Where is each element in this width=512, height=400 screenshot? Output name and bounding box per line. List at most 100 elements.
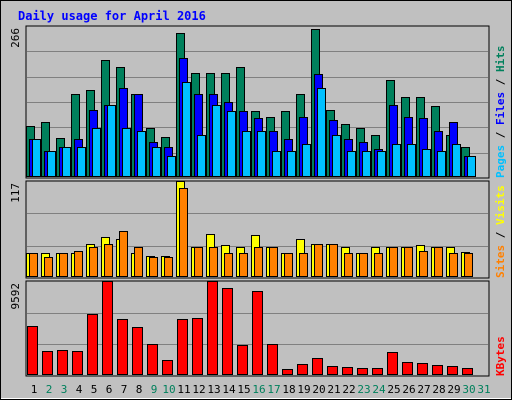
bar-pages — [152, 147, 161, 177]
bar-sites — [269, 247, 278, 277]
x-tick-label: 14 — [222, 383, 236, 396]
x-tick-label: 15 — [237, 383, 250, 396]
bar-sites — [134, 247, 143, 277]
bar-sites — [404, 247, 413, 277]
bar-sites — [464, 253, 473, 277]
bar-pages — [47, 151, 56, 177]
bar-sites — [374, 253, 383, 277]
y-max-label: 117 — [9, 183, 22, 203]
x-tick-label: 9 — [151, 383, 158, 396]
bar-pages — [92, 128, 101, 177]
bar-kbytes — [177, 319, 188, 375]
bar-sites — [299, 253, 308, 277]
x-tick-label: 22 — [342, 383, 355, 396]
x-tick-label: 30 — [462, 383, 475, 396]
bar-pages — [242, 131, 251, 177]
bar-pages — [317, 88, 326, 177]
bar-sites — [89, 247, 98, 277]
x-tick-label: 19 — [297, 383, 310, 396]
bar-sites — [164, 257, 173, 277]
bar-kbytes — [267, 344, 278, 375]
bar-pages — [392, 144, 401, 177]
bar-pages — [437, 151, 446, 177]
x-tick-label: 7 — [121, 383, 128, 396]
bar-sites — [104, 244, 113, 277]
bar-pages — [302, 144, 311, 177]
bar-kbytes — [27, 326, 38, 375]
bar-kbytes — [252, 291, 263, 375]
bar-sites — [359, 253, 368, 277]
x-tick-label: 5 — [91, 383, 98, 396]
legend-entry: Visits — [494, 185, 507, 225]
bar-pages — [197, 135, 206, 177]
x-tick-label: 26 — [402, 383, 415, 396]
legend-kbytes: KBytes — [494, 336, 507, 376]
bar-kbytes — [312, 358, 323, 375]
bar-kbytes — [117, 319, 128, 375]
bar-sites — [74, 251, 83, 277]
x-tick-label: 20 — [312, 383, 325, 396]
chart-title: Daily usage for April 2016 — [18, 9, 206, 23]
x-tick-label: 11 — [177, 383, 190, 396]
x-tick-label: 10 — [162, 383, 175, 396]
x-tick-label: 21 — [327, 383, 340, 396]
bar-kbytes — [402, 362, 413, 375]
bar-kbytes — [132, 327, 143, 375]
bar-kbytes — [42, 351, 53, 375]
bar-kbytes — [147, 344, 158, 375]
bar-kbytes — [342, 367, 353, 375]
legend-entry: / — [494, 72, 507, 92]
bar-pages — [257, 131, 266, 177]
bar-sites — [419, 251, 428, 277]
bar-pages — [77, 147, 86, 177]
bar-sites — [209, 247, 218, 277]
bar-kbytes — [447, 366, 458, 375]
bar-kbytes — [192, 318, 203, 375]
bar-kbytes — [297, 364, 308, 375]
x-tick-label: 28 — [432, 383, 445, 396]
bar-kbytes — [207, 281, 218, 375]
bar-sites — [329, 244, 338, 277]
bar-pages — [137, 131, 146, 177]
bar-kbytes — [57, 350, 68, 375]
bar-sites — [344, 253, 353, 277]
x-tick-label: 4 — [76, 383, 83, 396]
bar-pages — [182, 82, 191, 177]
x-tick-label: 27 — [417, 383, 430, 396]
bar-pages — [167, 156, 176, 177]
x-tick-label: 3 — [61, 383, 68, 396]
bar-sites — [59, 253, 68, 277]
x-tick-label: 12 — [192, 383, 205, 396]
bar-pages — [362, 151, 371, 177]
x-tick-label: 31 — [477, 383, 490, 396]
bar-sites — [284, 253, 293, 277]
bar-kbytes — [387, 352, 398, 375]
x-tick-label: 6 — [106, 383, 113, 396]
bar-pages — [452, 144, 461, 177]
x-tick-label: 18 — [282, 383, 295, 396]
bar-sites — [29, 253, 38, 277]
legend-entry: Files — [494, 92, 507, 125]
bar-kbytes — [72, 351, 83, 375]
bar-kbytes — [357, 368, 368, 375]
bar-sites — [194, 247, 203, 277]
legend-hits-files-pages: Pages / Files / Hits — [494, 46, 507, 179]
x-tick-label: 29 — [447, 383, 460, 396]
bar-pages — [62, 147, 71, 177]
bar-sites — [389, 247, 398, 277]
bar-pages — [287, 151, 296, 177]
bar-kbytes — [237, 345, 248, 375]
bar-pages — [377, 151, 386, 177]
bar-pages — [467, 156, 476, 177]
x-tick-label: 8 — [136, 383, 143, 396]
bar-pages — [212, 105, 221, 177]
bar-kbytes — [462, 368, 473, 375]
bar-pages — [422, 149, 431, 177]
bar-sites — [254, 247, 263, 277]
bar-pages — [32, 139, 41, 177]
bar-pages — [407, 144, 416, 177]
bar-sites — [149, 257, 158, 277]
bar-kbytes — [372, 368, 383, 375]
bar-pages — [272, 151, 281, 177]
